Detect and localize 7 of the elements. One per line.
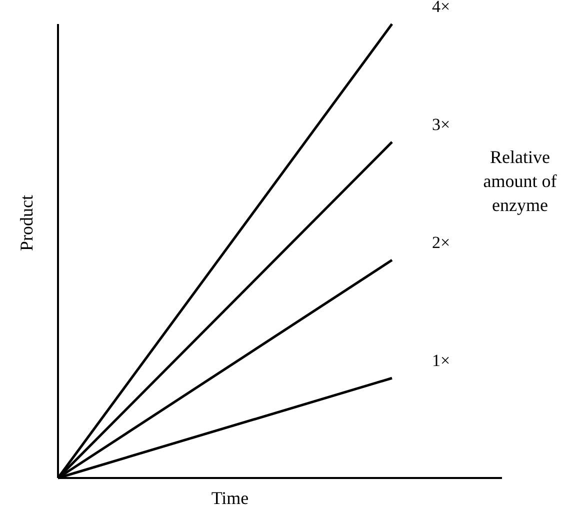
text: 3× [432, 115, 450, 134]
x-axis-title: Time [211, 488, 249, 506]
text: 4× [432, 0, 450, 16]
text: 1× [432, 351, 450, 370]
legend-title: Relative amount of enzyme [482, 146, 558, 217]
text: 2× [432, 233, 450, 252]
y-axis-title: Product [16, 195, 36, 251]
